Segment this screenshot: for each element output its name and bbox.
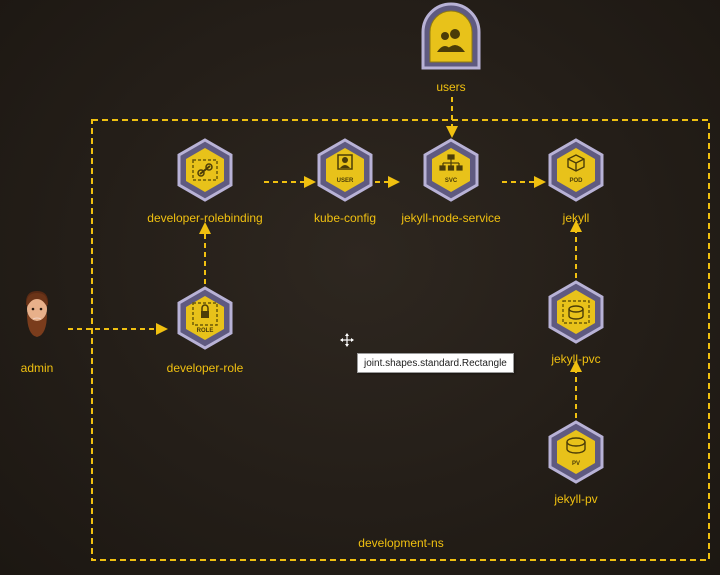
pv-badge: PV xyxy=(572,461,580,467)
namespace-boundary[interactable] xyxy=(91,119,710,561)
disk-icon xyxy=(566,437,586,454)
label-admin: admin xyxy=(20,361,54,375)
kube-config-badge: USER xyxy=(337,178,354,184)
edges xyxy=(68,97,582,418)
label-jekyll-pv: jekyll-pv xyxy=(554,492,598,506)
node-users[interactable] xyxy=(421,2,481,70)
namespace-label: development-ns xyxy=(358,536,444,550)
network-tree-icon xyxy=(439,154,463,171)
label-jekyll-node-service: jekyll-node-service xyxy=(401,211,501,225)
cube-icon xyxy=(567,154,585,172)
label-kube-config: kube-config xyxy=(313,211,377,225)
label-developer-rolebinding: developer-rolebinding xyxy=(147,211,263,225)
users-icon xyxy=(437,29,465,52)
lock-icon xyxy=(192,302,218,326)
move-cursor-icon xyxy=(340,333,354,347)
label-jekyll-pvc: jekyll-pvc xyxy=(551,352,601,366)
node-developer-rolebinding[interactable] xyxy=(177,138,233,202)
node-jekyll-pv[interactable]: PV xyxy=(548,420,604,484)
node-jekyll[interactable]: POD xyxy=(548,138,604,202)
node-jekyll-pvc[interactable] xyxy=(548,280,604,344)
user-icon xyxy=(337,154,353,170)
label-developer-role: developer-role xyxy=(166,361,244,375)
label-users: users xyxy=(436,80,466,94)
link-icon xyxy=(192,159,218,181)
volume-claim-icon xyxy=(562,300,590,324)
role-badge: ROLE xyxy=(197,328,214,334)
service-badge: SVC xyxy=(445,178,458,184)
node-kube-config[interactable]: USER xyxy=(317,138,373,202)
label-jekyll: jekyll xyxy=(562,211,590,225)
hover-tooltip: joint.shapes.standard.Rectangle xyxy=(357,353,514,373)
bearded-man-avatar xyxy=(25,291,49,337)
node-developer-role[interactable]: ROLE xyxy=(177,286,233,350)
node-jekyll-node-service[interactable]: SVC xyxy=(423,138,479,202)
pod-badge: POD xyxy=(569,178,583,184)
node-admin[interactable] xyxy=(25,291,49,337)
